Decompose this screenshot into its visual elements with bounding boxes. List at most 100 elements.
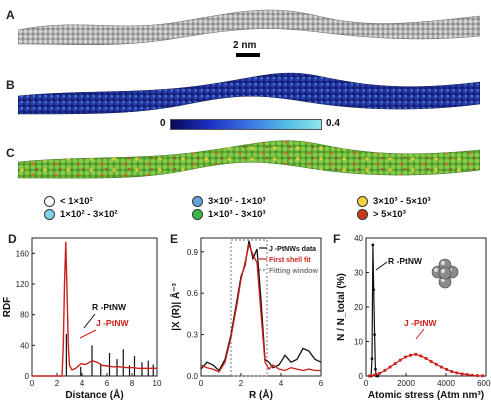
plot-frame	[365, 237, 487, 377]
legend-label: First shell fit	[269, 257, 311, 264]
stress-j-point	[373, 373, 376, 377]
annotation-r-ptnw: R -PtNW	[388, 256, 423, 266]
x-tick-label: 0	[30, 379, 35, 388]
y-tick-label: 40	[354, 234, 363, 243]
panel-label-c: C	[6, 146, 15, 160]
y-tick-label: 0	[359, 372, 364, 381]
x-tick-label: 8	[130, 379, 135, 388]
annotation-arrow	[375, 261, 388, 271]
atom-highlight	[441, 269, 445, 273]
y-tick-label: 10	[354, 338, 363, 347]
y-tick-label: 40	[20, 341, 29, 350]
stress-j-point	[470, 373, 474, 377]
atom-sphere	[438, 266, 452, 280]
y-axis-label: |X (R)| Å⁻³	[169, 283, 182, 331]
y-tick-label: 0.0	[187, 372, 199, 381]
y-axis-label: RDF	[2, 297, 13, 318]
stress-j-point	[368, 374, 371, 378]
legend-label: 1×10² - 3×10²	[60, 209, 118, 220]
y-tick-label: 30	[354, 269, 363, 278]
stress-j-point	[455, 371, 459, 375]
x-tick-label: 2	[55, 379, 60, 388]
stress-legend-item: 1×10³ - 3×10³	[192, 209, 266, 220]
legend-swatch	[357, 196, 368, 207]
x-axis-label: Distance (Å)	[65, 388, 123, 401]
stress-j-point	[414, 352, 418, 356]
rdf-chart: 0 2 4 6 8 10 0 40 80 120 160 Distance (Å) RDF R -PtNW…	[2, 237, 162, 401]
scale-bar-label: 2 nm	[233, 40, 257, 51]
y-tick-label: 160	[16, 249, 30, 258]
x-tick-label: 0	[199, 379, 204, 388]
stress-r-point	[373, 333, 376, 336]
atom-cluster-icon	[431, 258, 459, 289]
rdf-j-line	[32, 241, 157, 377]
stress-j-point	[440, 365, 443, 369]
stress-j-point	[424, 357, 428, 360]
x-tick-label: 0	[364, 379, 369, 388]
plot-frame	[31, 237, 158, 377]
stress-r-point	[370, 357, 374, 361]
stress-j-point	[404, 355, 407, 359]
stress-j-point	[429, 360, 433, 363]
stress-j-point	[476, 374, 479, 378]
stress-j-point	[450, 370, 454, 373]
x-tick-label: 2	[239, 379, 244, 388]
fit-line	[200, 242, 321, 373]
stress-j-point	[434, 362, 438, 366]
y-tick-label: 80	[20, 311, 29, 320]
stress-legend-item: 3×10² - 1×10³	[192, 196, 266, 207]
strain-colorbar	[170, 119, 322, 130]
x-tick-label: 6	[319, 379, 324, 388]
annotation-r-ptnw: R -PtNW	[92, 302, 127, 312]
annotation-arrow	[415, 328, 425, 340]
y-tick-label: 20	[354, 303, 363, 312]
x-tick-label: 10	[153, 379, 162, 388]
panel-label-e: E	[170, 232, 179, 246]
annotation-j-ptnw: J -PtNW	[96, 318, 130, 328]
x-tick-label: 4	[80, 379, 85, 388]
stress-j-point	[388, 365, 392, 369]
stress-legend-item: 1×10² - 3×10²	[44, 209, 118, 220]
fitting-window-box	[230, 239, 268, 377]
legend-label: Fitting window	[269, 268, 319, 275]
nanowire-grey-image	[18, 9, 480, 46]
stress-j-point	[465, 373, 469, 377]
y-tick-label: 0	[25, 372, 30, 381]
stress-j-point	[445, 368, 448, 371]
y-tick-label: 0.3	[187, 331, 199, 340]
panel-label-f: F	[333, 232, 341, 246]
nanowire-blue-image	[18, 72, 480, 115]
x-tick-label: 4	[279, 379, 284, 388]
stress-r-point	[372, 288, 376, 292]
stress-r-point	[376, 374, 380, 378]
legend-label: < 1×10²	[60, 196, 93, 207]
colorbar-min-label: 0	[160, 118, 166, 129]
legend-label: 3×10³ - 5×10³	[373, 196, 431, 207]
scale-bar	[236, 53, 260, 57]
stress-legend-item: < 1×10²	[44, 196, 93, 207]
stress-j-point	[393, 362, 397, 365]
stress-j-point	[383, 369, 387, 372]
annotation-j-ptnw: J -PtNW	[404, 318, 438, 328]
panel-label-a: A	[6, 8, 15, 22]
legend-label: 3×10² - 1×10³	[208, 196, 266, 207]
y-tick-label: 0.9	[187, 248, 199, 257]
stress-legend-item: 3×10³ - 5×10³	[357, 196, 431, 207]
legend-label: J -PtNWs data	[269, 246, 316, 253]
atom-highlight	[441, 261, 445, 265]
nanowire-stress-image	[18, 140, 480, 179]
panel-label-d: D	[8, 232, 17, 246]
stress-legend-item: > 5×10³	[357, 209, 406, 220]
x-axis-label: R (Å)	[249, 388, 273, 401]
legend-swatch	[44, 196, 55, 207]
stress-r-point	[371, 243, 375, 247]
legend-label: > 5×10³	[373, 209, 406, 220]
x-tick-label: 4000	[437, 379, 455, 388]
stress-j-point	[409, 353, 412, 357]
stress-r-point	[374, 367, 377, 371]
x-tick-label: 6	[105, 379, 110, 388]
annotation-arrow	[79, 329, 97, 339]
stress-r-line	[369, 244, 378, 377]
